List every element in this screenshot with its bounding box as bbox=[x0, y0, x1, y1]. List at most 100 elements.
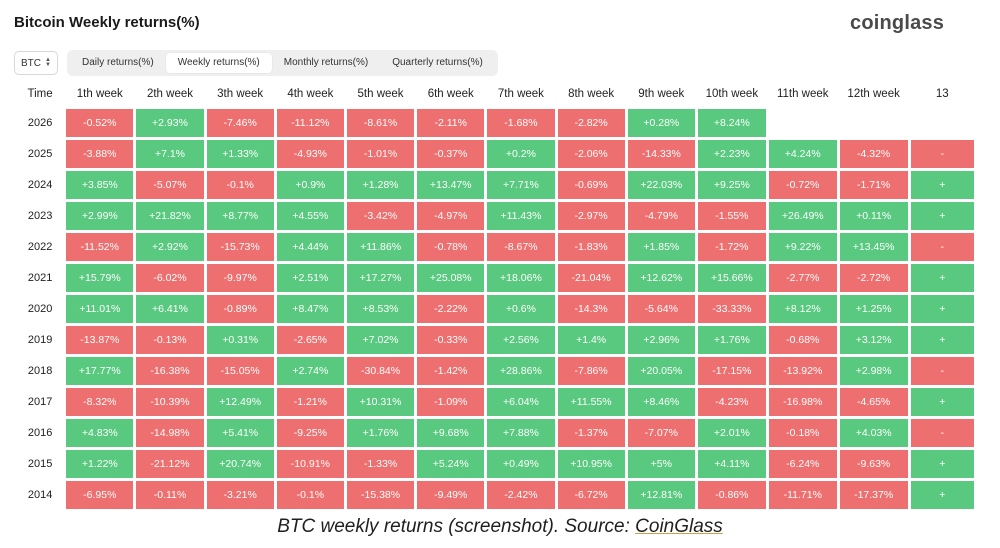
return-cell: +0.31% bbox=[206, 326, 274, 354]
table-row: 2025 -3.88% +7.1% +1.33% -4.93% -1.01% -0.37% +… bbox=[17, 140, 974, 168]
return-cell: -6.72% bbox=[557, 481, 625, 509]
return-cell: -2.97% bbox=[557, 202, 625, 230]
return-cell: +2.56% bbox=[487, 326, 555, 354]
tab-quarterly-returns[interactable]: Quarterly returns(%) bbox=[392, 57, 483, 68]
return-cell: +0.2% bbox=[487, 140, 555, 168]
return-cell: +2.93% bbox=[136, 109, 204, 137]
return-cell: -13.92% bbox=[768, 357, 837, 385]
year-label: 2023 bbox=[27, 210, 53, 222]
year-label: 2017 bbox=[27, 396, 53, 408]
table-row: 2014 -6.95% -0.11% -3.21% -0.1% -15.38% -9.49%… bbox=[17, 481, 974, 509]
return-cell: -0.68% bbox=[768, 326, 837, 354]
return-cell: +2.51% bbox=[276, 264, 344, 292]
tab-monthly-returns[interactable]: Monthly returns(%) bbox=[283, 57, 369, 68]
return-cell: -17.15% bbox=[697, 357, 766, 385]
year-label: 2022 bbox=[27, 241, 53, 253]
return-cell: +0.49% bbox=[487, 450, 555, 478]
return-cell: -6.02% bbox=[136, 264, 204, 292]
return-cell: -2.22% bbox=[417, 295, 485, 323]
return-cell: +3.85% bbox=[66, 171, 134, 199]
return-cell: +15.66% bbox=[697, 264, 766, 292]
return-cell: -6.95% bbox=[66, 481, 134, 509]
return-cell: -5.07% bbox=[136, 171, 204, 199]
return-cell: +22.03% bbox=[627, 171, 695, 199]
tab-daily-returns[interactable]: Daily returns(%) bbox=[82, 57, 154, 68]
return-cell: +1.22% bbox=[66, 450, 134, 478]
return-cell: -10.39% bbox=[136, 388, 204, 416]
table-row: 2018 +17.77% -16.38% -15.05% +2.74% -30.84% -1… bbox=[17, 357, 974, 385]
return-cell: -9.49% bbox=[417, 481, 485, 509]
returns-table-viewport[interactable]: Time 1th week 2th week 3th week 4th week 5th … bbox=[0, 78, 977, 518]
return-cell: +25.08% bbox=[417, 264, 485, 292]
return-cell: -4.23% bbox=[697, 388, 766, 416]
week-column-header: 12th week bbox=[847, 87, 900, 100]
coinglass-logo[interactable]: coinglass bbox=[850, 12, 945, 34]
tab-weekly-returns[interactable]: Weekly returns(%) bbox=[165, 53, 272, 73]
return-cell: +5.24% bbox=[417, 450, 485, 478]
caption-text: BTC weekly returns (screenshot). Source: bbox=[277, 516, 636, 537]
year-label: 2019 bbox=[27, 334, 53, 346]
return-cell: +4.11% bbox=[697, 450, 766, 478]
table-row: 2023 +2.99% +21.82% +8.77% +4.55% -3.42% -4.97… bbox=[17, 202, 974, 230]
return-cell: -1.01% bbox=[346, 140, 415, 168]
return-cell: +18.06% bbox=[487, 264, 555, 292]
caption-source-link[interactable]: CoinGlass bbox=[635, 516, 723, 537]
week-column-header: 10th week bbox=[705, 87, 759, 100]
return-cell: +2.96% bbox=[627, 326, 695, 354]
table-row: 2019 -13.87% -0.13% +0.31% -2.65% +7.02% -0.33… bbox=[17, 326, 974, 354]
return-cell: -9.63% bbox=[839, 450, 908, 478]
year-label: 2018 bbox=[27, 365, 53, 377]
return-cell: +1.85% bbox=[627, 233, 695, 261]
year-label: 2020 bbox=[27, 303, 53, 315]
empty-cell bbox=[840, 109, 908, 137]
return-cell: +1.76% bbox=[346, 419, 415, 447]
return-cell: -1.72% bbox=[697, 233, 766, 261]
return-cell: -30.84% bbox=[346, 357, 415, 385]
sort-updown-icon: ▲ ▼ bbox=[45, 57, 51, 68]
time-column-header: Time bbox=[27, 87, 53, 100]
return-cell: -11.71% bbox=[768, 481, 837, 509]
return-cell: +6.41% bbox=[136, 295, 204, 323]
return-cell: -0.52% bbox=[66, 109, 134, 137]
return-cell: -15.05% bbox=[206, 357, 274, 385]
year-label: 2025 bbox=[27, 148, 53, 160]
table-row: 2021 +15.79% -6.02% -9.97% +2.51% +17.27% +25.… bbox=[17, 264, 974, 292]
return-cell: + bbox=[910, 450, 974, 478]
return-cell: +13.45% bbox=[839, 233, 908, 261]
week-column-header: 8th week bbox=[568, 87, 615, 100]
return-cell: -3.21% bbox=[206, 481, 274, 509]
page-title: Bitcoin Weekly returns(%) bbox=[14, 14, 200, 31]
coin-select[interactable]: BTC ▲ ▼ bbox=[14, 51, 58, 75]
table-row: 2016 +4.83% -14.98% +5.41% -9.25% +1.76% +9.68… bbox=[17, 419, 974, 447]
return-cell: +11.86% bbox=[346, 233, 415, 261]
return-cell: +9.22% bbox=[768, 233, 837, 261]
return-cell: +7.71% bbox=[487, 171, 555, 199]
return-cell: +1.25% bbox=[839, 295, 908, 323]
return-cell: +20.05% bbox=[627, 357, 695, 385]
return-cell: - bbox=[910, 140, 974, 168]
return-cell: -1.09% bbox=[417, 388, 485, 416]
return-cell: -3.42% bbox=[346, 202, 415, 230]
week-column-header: 11th week bbox=[776, 87, 829, 100]
return-cell: -7.46% bbox=[206, 109, 274, 137]
return-cell: +4.24% bbox=[768, 140, 837, 168]
return-cell: -15.73% bbox=[206, 233, 274, 261]
year-label: 2015 bbox=[27, 458, 53, 470]
table-row: 2024 +3.85% -5.07% -0.1% +0.9% +1.28% +13.47% +… bbox=[17, 171, 974, 199]
table-row: 2022 -11.52% +2.92% -15.73% +4.44% +11.86% -0.… bbox=[17, 233, 974, 261]
return-cell: +0.6% bbox=[487, 295, 555, 323]
return-cell: -3.88% bbox=[66, 140, 134, 168]
return-cell: -0.13% bbox=[136, 326, 204, 354]
return-cell: - bbox=[910, 419, 974, 447]
return-cell: +2.01% bbox=[697, 419, 766, 447]
return-cell: -11.12% bbox=[276, 109, 344, 137]
return-cell: -0.78% bbox=[417, 233, 485, 261]
return-cell: -9.25% bbox=[276, 419, 344, 447]
table-header-row: Time 1th week 2th week 3th week 4th week 5th … bbox=[17, 81, 974, 106]
return-cell: -21.04% bbox=[557, 264, 625, 292]
return-cell: -8.67% bbox=[487, 233, 555, 261]
return-cell: +2.98% bbox=[839, 357, 908, 385]
week-column-header: 4th week bbox=[287, 87, 334, 100]
returns-table: Time 1th week 2th week 3th week 4th week 5th … bbox=[14, 78, 977, 512]
return-cell: -13.87% bbox=[66, 326, 134, 354]
